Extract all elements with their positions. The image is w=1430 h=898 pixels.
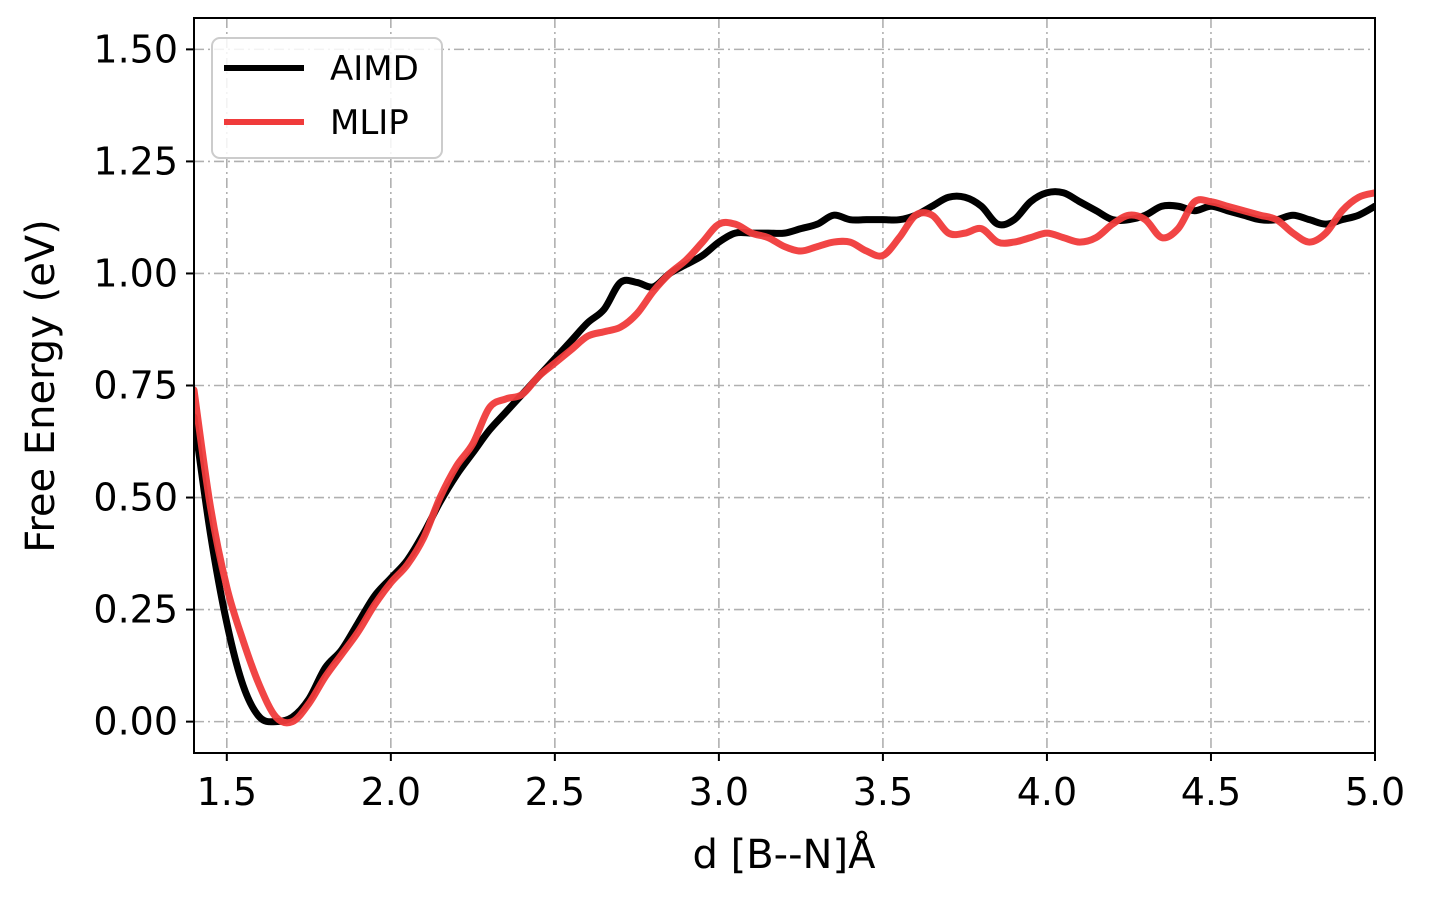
x-tick-label: 4.5 bbox=[1181, 770, 1241, 814]
y-tick-label: 1.25 bbox=[93, 139, 178, 183]
y-tick-label: 1.00 bbox=[93, 251, 178, 295]
x-tick-label: 2.0 bbox=[361, 770, 421, 814]
legend-label-aimd: AIMD bbox=[330, 49, 419, 89]
x-tick-label: 3.5 bbox=[853, 770, 913, 814]
y-tick-label: 1.50 bbox=[93, 27, 178, 71]
y-tick-label: 0.75 bbox=[93, 364, 178, 408]
series-layer bbox=[194, 188, 1375, 727]
y-tick-label: 0.50 bbox=[93, 476, 178, 520]
y-tick-label: 0.25 bbox=[93, 588, 178, 632]
legend: AIMD MLIP bbox=[211, 37, 443, 159]
x-tick-label: 4.0 bbox=[1017, 770, 1077, 814]
x-tick-label: 2.5 bbox=[525, 770, 585, 814]
y-axis-label: Free Energy (eV) bbox=[18, 219, 64, 553]
x-tick-label: 3.0 bbox=[689, 770, 749, 814]
x-tick-label: 1.5 bbox=[197, 770, 257, 814]
series-line-aimd bbox=[194, 188, 1375, 726]
legend-label-mlip: MLIP bbox=[330, 103, 409, 143]
x-tick-label: 5.0 bbox=[1345, 770, 1405, 814]
series-line-mlip bbox=[194, 189, 1375, 727]
grid bbox=[194, 18, 1376, 753]
x-axis-label: d [B--N]Å bbox=[693, 830, 877, 878]
y-tick-label: 0.00 bbox=[93, 700, 178, 744]
ticks: 1.5 2.0 2.5 3.0 3.5 4.0 4.5 5.0 0.00 0.25 0.50 0.75… bbox=[93, 27, 1405, 814]
